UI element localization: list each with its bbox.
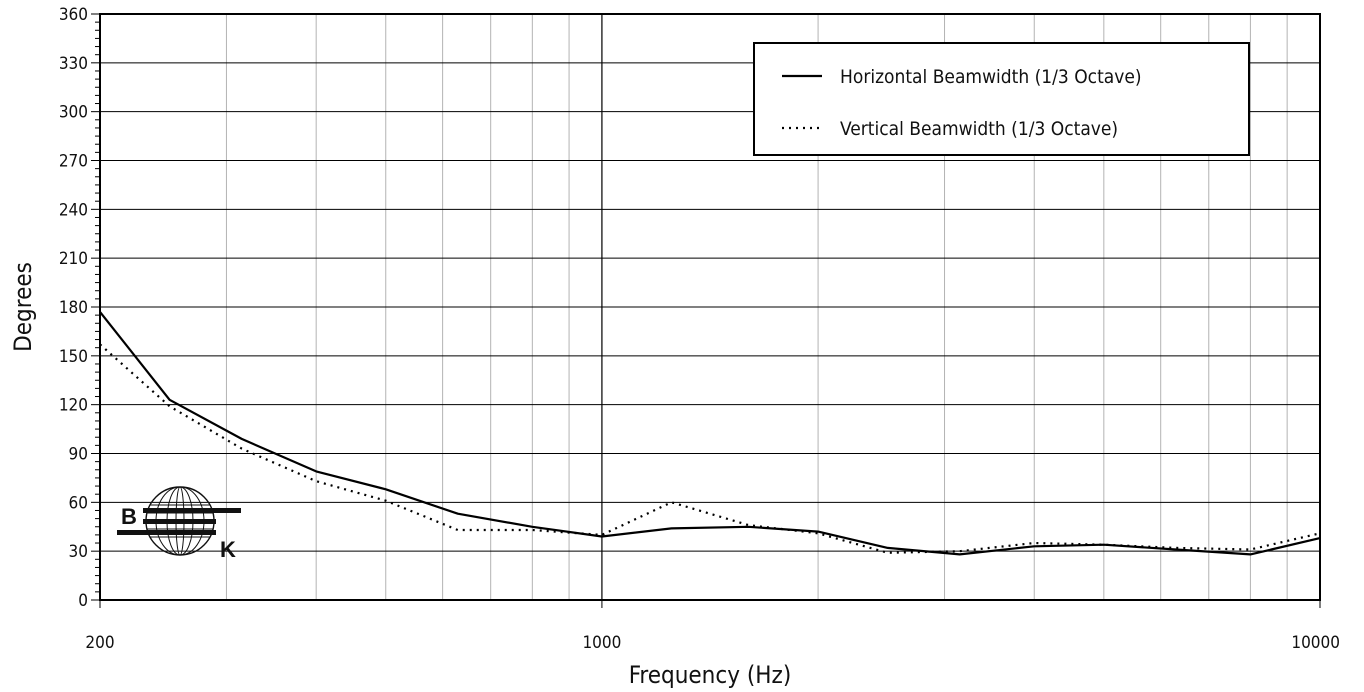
y-tick-label: 120 bbox=[59, 396, 88, 416]
logo-letter-b: B bbox=[121, 504, 137, 529]
y-tick-label: 300 bbox=[59, 103, 88, 123]
bk-globe-logo: B K bbox=[117, 486, 241, 562]
y-tick-label: 330 bbox=[59, 54, 88, 74]
y-tick-label: 210 bbox=[59, 249, 88, 269]
legend-label-horizontal: Horizontal Beamwidth (1/3 Octave) bbox=[840, 66, 1142, 88]
x-tick-label: 1000 bbox=[582, 633, 621, 653]
series-line-vertical bbox=[99, 343, 1321, 554]
legend-box bbox=[753, 42, 1250, 156]
series-line-horizontal bbox=[99, 311, 1321, 556]
y-tick-label: 180 bbox=[59, 298, 88, 318]
tick-labels: 0 30 60 90 120 150 180 210 240 270 300 330 360 200 100… bbox=[59, 5, 1340, 653]
y-tick-label: 360 bbox=[59, 5, 88, 25]
y-tick-label: 240 bbox=[59, 200, 88, 220]
y-axis-title: Degrees bbox=[9, 262, 37, 352]
x-tick-label: 10000 bbox=[1291, 633, 1340, 653]
series-lines bbox=[99, 311, 1321, 556]
y-tick-label: 270 bbox=[59, 152, 88, 172]
legend: Horizontal Beamwidth (1/3 Octave) Vertic… bbox=[753, 42, 1250, 156]
axis-ticks bbox=[91, 13, 1321, 608]
y-tick-label: 30 bbox=[69, 542, 88, 562]
logo-letter-k: K bbox=[220, 537, 236, 562]
x-tick-label: 200 bbox=[85, 633, 114, 653]
y-tick-label: 90 bbox=[69, 445, 88, 465]
legend-label-vertical: Vertical Beamwidth (1/3 Octave) bbox=[840, 118, 1118, 140]
y-tick-label: 150 bbox=[59, 347, 88, 367]
y-tick-label: 60 bbox=[69, 493, 88, 513]
x-axis-title: Frequency (Hz) bbox=[629, 661, 792, 689]
y-tick-label: 0 bbox=[78, 591, 88, 611]
